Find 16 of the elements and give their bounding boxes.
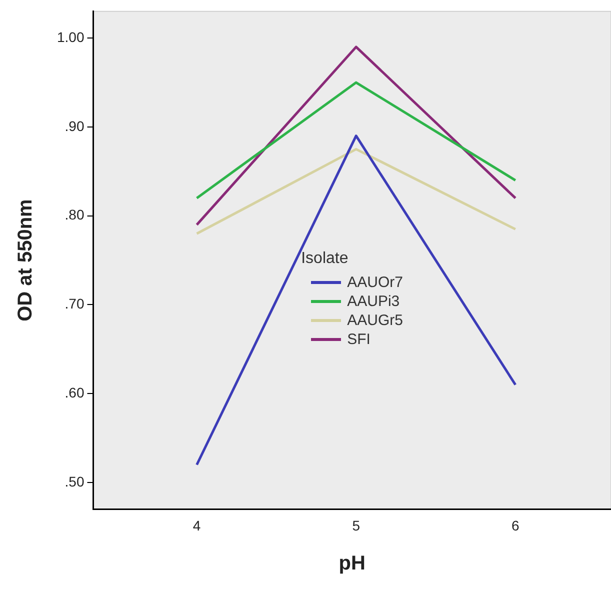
y-tick-label: .90 <box>64 118 84 134</box>
legend-label: AAUOr7 <box>347 274 403 292</box>
y-tick-label: .60 <box>64 384 84 400</box>
x-tick-label: 6 <box>512 517 520 534</box>
legend-label: AAUPi3 <box>347 293 400 310</box>
legend-label: SFI <box>347 331 370 348</box>
y-tick-label: .70 <box>64 296 84 312</box>
y-axis-title: OD at 550nm <box>14 199 37 322</box>
y-tick-label: 1.00 <box>57 28 84 45</box>
legend-title: Isolate <box>301 250 350 268</box>
y-tick-label: .80 <box>64 206 84 223</box>
legend-label: AAUGr5 <box>347 312 403 330</box>
x-tick-label: 5 <box>352 517 360 534</box>
x-tick-label: 4 <box>192 517 201 534</box>
x-axis-title: pH <box>338 552 366 575</box>
y-tick-label: .50 <box>64 473 84 490</box>
